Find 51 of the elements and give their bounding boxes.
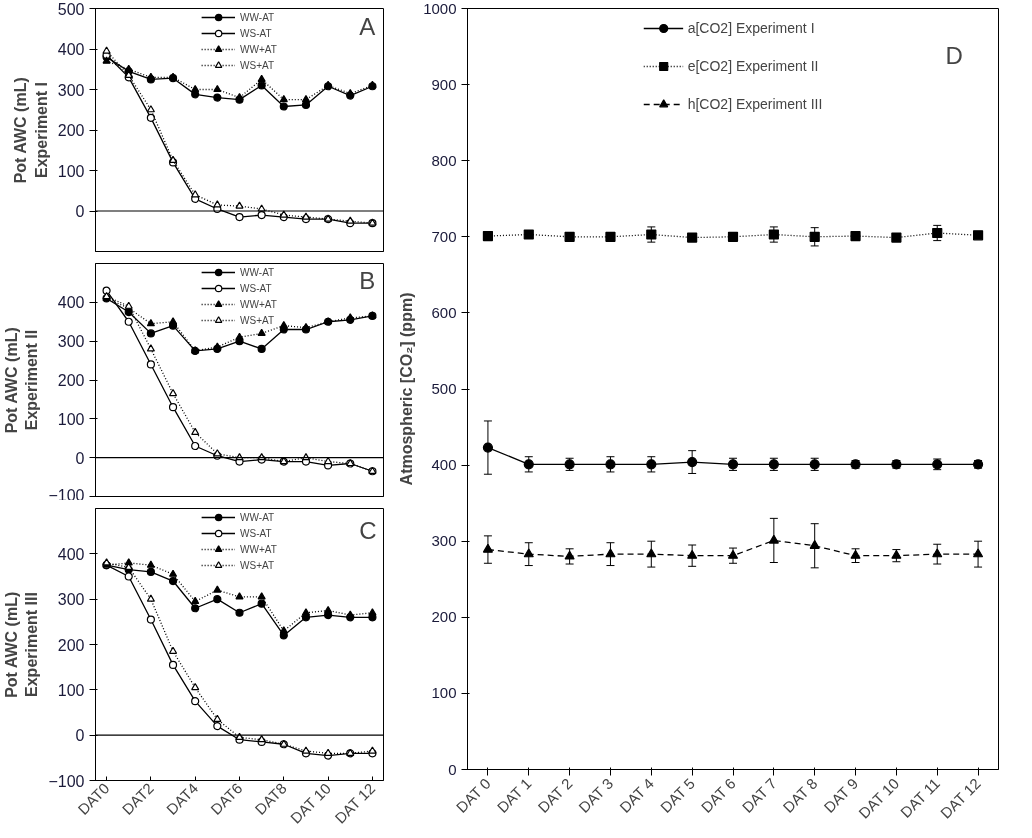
legend-label: e[CO2] Experiment II (687, 58, 819, 74)
legend-label: WW+AT (240, 43, 277, 55)
legend-label: WS-AT (240, 527, 272, 539)
y-axis-title: Pot AWC (mL) Experiment III (3, 591, 41, 698)
legend-label: WW-AT (240, 266, 275, 278)
legend-label: a[CO2] Experiment I (687, 20, 815, 36)
y-tick-label: 200 (57, 636, 85, 654)
y-tick-label: 800 (431, 151, 457, 169)
y-tick-label: 900 (431, 75, 457, 93)
y-tick-label: 100 (57, 410, 85, 428)
annotation: C (359, 516, 377, 544)
annotation: D (945, 42, 963, 70)
y-tick-label: 200 (57, 372, 85, 389)
annotation: B (359, 266, 376, 294)
legend-label: WS+AT (240, 314, 275, 326)
y-axis-title: Pot AWC (mL) Experiment II (3, 327, 41, 434)
y-tick-label: 400 (431, 456, 457, 474)
y-tick-label: 300 (57, 591, 85, 609)
y-tick-label: 700 (431, 227, 457, 245)
y-tick-label: 300 (431, 532, 457, 550)
y-tick-label: 100 (57, 681, 85, 699)
y-tick-label: 100 (431, 684, 457, 702)
legend-label: WW-AT (240, 11, 275, 23)
y-tick-label: 200 (57, 122, 85, 139)
legend-label: WS+AT (240, 59, 275, 71)
y-tick-label: −100 (48, 486, 85, 504)
legend-label: WW+AT (240, 543, 277, 555)
legend-label: WW-AT (240, 511, 275, 523)
annotation: A (359, 13, 376, 41)
y-tick-label: 500 (431, 380, 457, 397)
y-tick-label: 600 (431, 303, 457, 321)
y-tick-label: 300 (57, 333, 85, 351)
y-tick-label: 0 (448, 760, 457, 778)
legend-label: WS-AT (240, 282, 272, 294)
legend-label: WS-AT (240, 27, 272, 39)
y-tick-label: 300 (57, 81, 85, 99)
legend-label: WW+AT (240, 298, 277, 310)
legend-label: h[CO2] Experiment III (687, 96, 823, 112)
y-tick-label: 100 (57, 162, 85, 180)
y-axis-title: Pot AWC (mL) Experiment I (12, 77, 50, 184)
y-tick-label: 0 (75, 203, 85, 220)
y-tick-label: 200 (431, 608, 457, 626)
y-tick-label: 1000 (423, 0, 457, 17)
y-tick-label: 500 (57, 0, 85, 18)
legend-label: WS+AT (240, 559, 275, 571)
y-tick-label: 400 (57, 294, 85, 312)
y-axis-title: Atmospheric [CO₂] (ppm) (398, 292, 416, 486)
y-tick-label: 400 (57, 41, 85, 58)
y-tick-label: 0 (75, 727, 85, 745)
y-tick-label: 0 (75, 449, 85, 467)
y-tick-label: 400 (57, 545, 85, 563)
